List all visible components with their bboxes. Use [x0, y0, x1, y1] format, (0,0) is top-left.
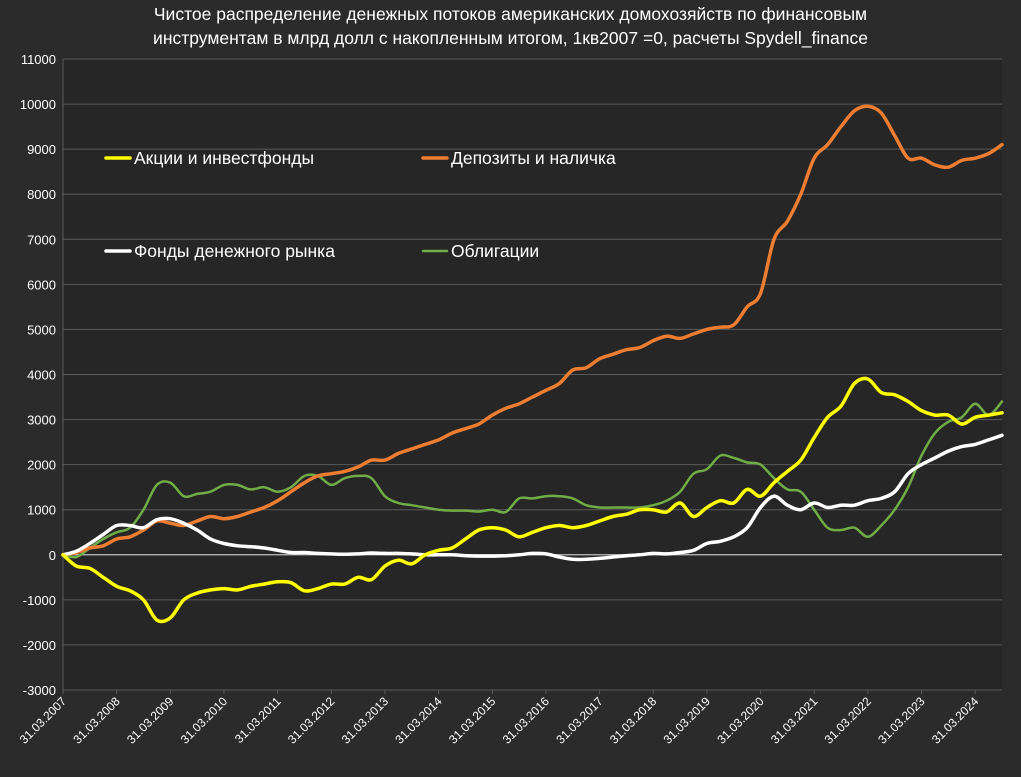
x-tick-label: 31.03.2024: [929, 694, 982, 747]
chart-title-line-2: инструментам в млрд долл с накопленным и…: [153, 28, 868, 48]
y-tick-label: -3000: [23, 683, 56, 698]
x-tick-label: 31.03.2007: [17, 694, 70, 747]
legend-label-money-market: Фонды денежного рынка: [134, 241, 335, 261]
x-tick-label: 31.03.2015: [446, 694, 499, 747]
legend: Акции и инвестфонды Депозиты и наличка Фон…: [104, 148, 616, 261]
y-tick-label: 4000: [27, 368, 56, 383]
x-tick-label: 31.03.2022: [822, 694, 875, 747]
y-tick-label: 8000: [27, 187, 56, 202]
series-line-bonds: [61, 400, 1004, 559]
y-tick-label: -1000: [23, 593, 56, 608]
y-tick-label: 1000: [27, 503, 56, 518]
legend-label-deposits: Депозиты и наличка: [451, 148, 616, 168]
x-tick-label: 31.03.2017: [553, 694, 606, 747]
legend-label-bonds: Облигации: [451, 241, 539, 261]
y-tick-label: 9000: [27, 142, 56, 157]
x-tick-label: 31.03.2016: [500, 694, 553, 747]
y-tick-label: 0: [49, 548, 56, 563]
x-tick-label: 31.03.2018: [607, 694, 660, 747]
x-tick-label: 31.03.2008: [70, 694, 123, 747]
x-tick-label: 31.03.2010: [178, 694, 231, 747]
y-tick-label: -2000: [23, 638, 56, 653]
y-tick-label: 5000: [27, 322, 56, 337]
x-tick-label: 31.03.2009: [124, 694, 177, 747]
series-line-money-market: [61, 433, 1004, 562]
y-tick-label: 11000: [21, 52, 56, 67]
chart-title: Чистое распределение денежных потоков ам…: [0, 2, 1021, 50]
x-tick-label: 31.03.2011: [232, 694, 284, 746]
y-tick-label: 2000: [27, 458, 56, 473]
x-tick-label: 31.03.2021: [768, 694, 821, 747]
x-tick-label: 31.03.2014: [392, 694, 445, 747]
y-tick-label: 7000: [27, 232, 56, 247]
y-tick-label: 10000: [20, 97, 56, 112]
chart-title-line-1: Чистое распределение денежных потоков ам…: [153, 4, 868, 24]
x-tick-label: 31.03.2023: [875, 694, 928, 747]
series-line-equities: [61, 376, 1004, 624]
gridlines: [63, 58, 1002, 691]
x-tick-label: 31.03.2013: [339, 694, 392, 747]
series-lines: [61, 104, 1004, 624]
legend-label-equities: Акции и инвестфонды: [134, 148, 314, 168]
y-tick-label: 6000: [27, 277, 56, 292]
series-line-deposits: [61, 104, 1004, 557]
x-tick-label: 31.03.2019: [661, 694, 714, 747]
x-tick-label: 31.03.2012: [285, 694, 338, 747]
x-tick-label: 31.03.2020: [714, 694, 767, 747]
y-tick-label: 3000: [27, 413, 56, 428]
